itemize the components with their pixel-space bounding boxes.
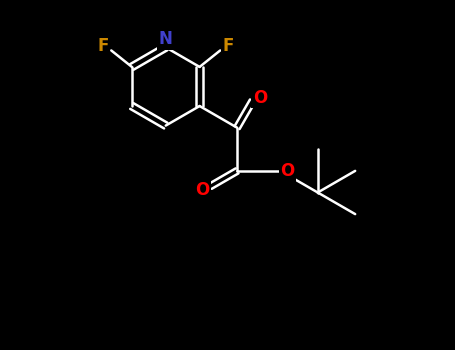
Text: F: F	[223, 37, 234, 55]
Text: F: F	[97, 37, 109, 55]
Text: N: N	[159, 30, 173, 48]
Text: O: O	[253, 89, 267, 107]
Text: O: O	[281, 162, 295, 180]
Text: O: O	[195, 181, 209, 198]
